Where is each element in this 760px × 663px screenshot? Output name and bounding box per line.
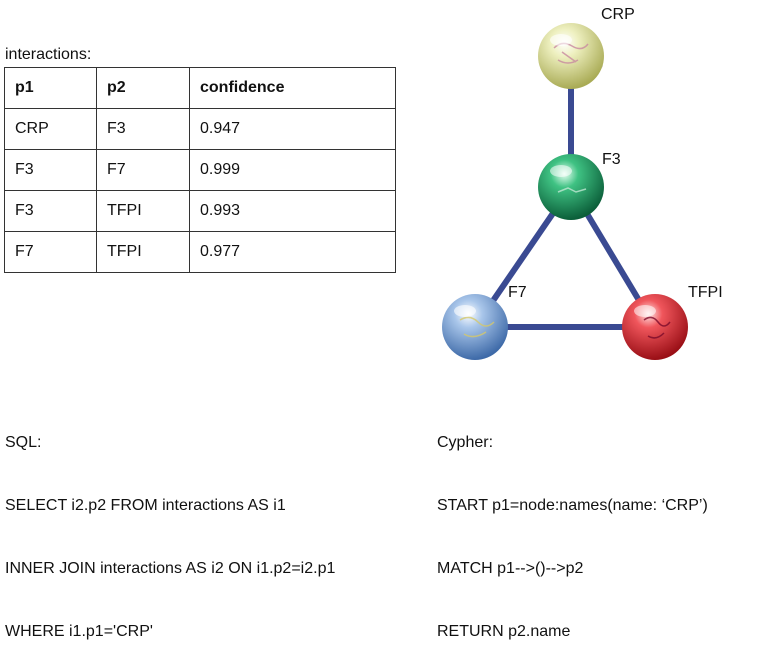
sql-query: SQL: SELECT i2.p2 FROM interactions AS i…: [5, 390, 335, 663]
cypher-heading: Cypher:: [437, 434, 494, 451]
node-label-f7: F7: [508, 284, 527, 301]
node-f3: F3: [538, 151, 621, 220]
interactions-table: p1 p2 confidence CRP F3 0.947 F3 F7 0.99…: [4, 67, 396, 273]
cell-p1: F7: [4, 231, 97, 273]
node-label-crp: CRP: [601, 6, 635, 23]
cell-p1: F3: [4, 149, 97, 191]
node-f3-sphere: [538, 154, 604, 220]
table-row: CRP F3 0.947: [4, 108, 396, 150]
table-row: F3 F7 0.999: [4, 149, 396, 191]
sql-heading: SQL:: [5, 434, 42, 451]
column-header-p2: p2: [96, 67, 190, 109]
node-tfpi: TFPI: [622, 284, 723, 360]
cypher-line: START p1=node:names(name: ‘CRP’): [437, 497, 708, 514]
node-label-f3: F3: [602, 151, 621, 168]
cell-confidence: 0.993: [189, 190, 396, 232]
column-header-confidence: confidence: [189, 67, 396, 109]
table-row: F3 TFPI 0.993: [4, 190, 396, 232]
table-caption: interactions:: [5, 46, 92, 63]
cell-p2: TFPI: [96, 190, 190, 232]
cell-p2: F3: [96, 108, 190, 150]
sql-line: SELECT i2.p2 FROM interactions AS i1: [5, 497, 286, 514]
column-header-p1: p1: [4, 67, 97, 109]
node-tfpi-sphere: [622, 294, 688, 360]
protein-network-graph: CRP F3 F7 TFPI: [442, 6, 723, 360]
cell-p1: F3: [4, 190, 97, 232]
cypher-line: RETURN p2.name: [437, 623, 571, 640]
cypher-line: MATCH p1-->()-->p2: [437, 560, 584, 577]
node-crp: CRP: [538, 6, 635, 89]
node-label-tfpi: TFPI: [688, 284, 723, 301]
node-crp-sphere: [538, 23, 604, 89]
cell-confidence: 0.999: [189, 149, 396, 191]
node-f7: F7: [442, 284, 527, 360]
cell-p2: F7: [96, 149, 190, 191]
cell-p1: CRP: [4, 108, 97, 150]
cell-p2: TFPI: [96, 231, 190, 273]
cypher-query: Cypher: START p1=node:names(name: ‘CRP’)…: [437, 390, 708, 663]
cell-confidence: 0.947: [189, 108, 396, 150]
table-header-row: p1 p2 confidence: [4, 67, 396, 109]
sql-line: WHERE i1.p1='CRP': [5, 623, 153, 640]
sql-line: INNER JOIN interactions AS i2 ON i1.p2=i…: [5, 560, 336, 577]
table-row: F7 TFPI 0.977: [4, 231, 396, 273]
node-f7-sphere: [442, 294, 508, 360]
cell-confidence: 0.977: [189, 231, 396, 273]
